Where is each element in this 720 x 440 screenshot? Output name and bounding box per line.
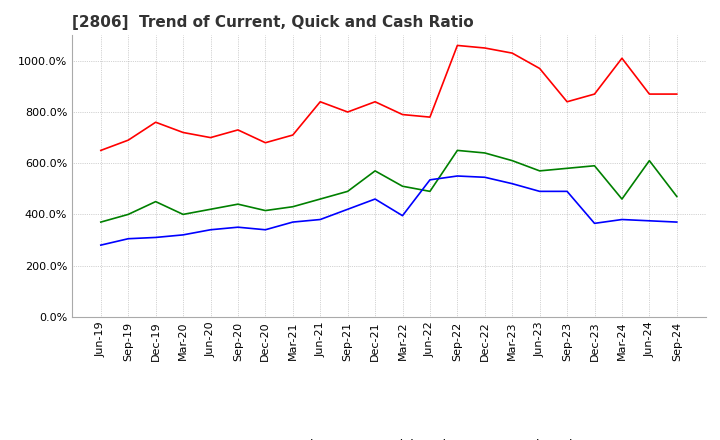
Quick Ratio [563, 166, 572, 171]
Cash Ratio [590, 221, 599, 226]
Current Ratio [233, 127, 242, 132]
Cash Ratio [426, 177, 434, 183]
Cash Ratio [96, 242, 105, 248]
Quick Ratio [645, 158, 654, 163]
Quick Ratio [480, 150, 489, 156]
Cash Ratio [645, 218, 654, 224]
Quick Ratio [590, 163, 599, 169]
Quick Ratio [398, 183, 407, 189]
Cash Ratio [316, 217, 325, 222]
Cash Ratio [480, 175, 489, 180]
Quick Ratio [426, 189, 434, 194]
Current Ratio [453, 43, 462, 48]
Current Ratio [343, 110, 352, 115]
Quick Ratio [151, 199, 160, 204]
Cash Ratio [398, 213, 407, 218]
Current Ratio [426, 114, 434, 120]
Quick Ratio [618, 196, 626, 202]
Current Ratio [179, 130, 187, 135]
Cash Ratio [179, 232, 187, 238]
Current Ratio [261, 140, 270, 145]
Current Ratio [96, 148, 105, 153]
Quick Ratio [179, 212, 187, 217]
Line: Quick Ratio: Quick Ratio [101, 150, 677, 222]
Quick Ratio [261, 208, 270, 213]
Current Ratio [590, 92, 599, 97]
Cash Ratio [289, 220, 297, 225]
Quick Ratio [233, 202, 242, 207]
Quick Ratio [371, 168, 379, 173]
Text: [2806]  Trend of Current, Quick and Cash Ratio: [2806] Trend of Current, Quick and Cash … [72, 15, 474, 30]
Quick Ratio [124, 212, 132, 217]
Current Ratio [645, 92, 654, 97]
Cash Ratio [508, 181, 516, 186]
Cash Ratio [672, 220, 681, 225]
Quick Ratio [343, 189, 352, 194]
Current Ratio [536, 66, 544, 71]
Current Ratio [206, 135, 215, 140]
Cash Ratio [563, 189, 572, 194]
Current Ratio [316, 99, 325, 104]
Cash Ratio [124, 236, 132, 242]
Cash Ratio [233, 224, 242, 230]
Current Ratio [371, 99, 379, 104]
Quick Ratio [508, 158, 516, 163]
Current Ratio [398, 112, 407, 117]
Current Ratio [151, 120, 160, 125]
Cash Ratio [536, 189, 544, 194]
Current Ratio [480, 45, 489, 51]
Quick Ratio [672, 194, 681, 199]
Cash Ratio [371, 196, 379, 202]
Quick Ratio [316, 196, 325, 202]
Current Ratio [618, 55, 626, 61]
Line: Current Ratio: Current Ratio [101, 45, 677, 150]
Quick Ratio [453, 148, 462, 153]
Legend: Current Ratio, Quick Ratio, Cash Ratio: Current Ratio, Quick Ratio, Cash Ratio [192, 434, 585, 440]
Current Ratio [672, 92, 681, 97]
Current Ratio [289, 132, 297, 138]
Current Ratio [563, 99, 572, 104]
Current Ratio [508, 51, 516, 56]
Quick Ratio [96, 220, 105, 225]
Cash Ratio [618, 217, 626, 222]
Quick Ratio [536, 168, 544, 173]
Cash Ratio [453, 173, 462, 179]
Line: Cash Ratio: Cash Ratio [101, 176, 677, 245]
Current Ratio [124, 138, 132, 143]
Cash Ratio [261, 227, 270, 232]
Quick Ratio [206, 207, 215, 212]
Quick Ratio [289, 204, 297, 209]
Cash Ratio [343, 207, 352, 212]
Cash Ratio [151, 235, 160, 240]
Cash Ratio [206, 227, 215, 232]
